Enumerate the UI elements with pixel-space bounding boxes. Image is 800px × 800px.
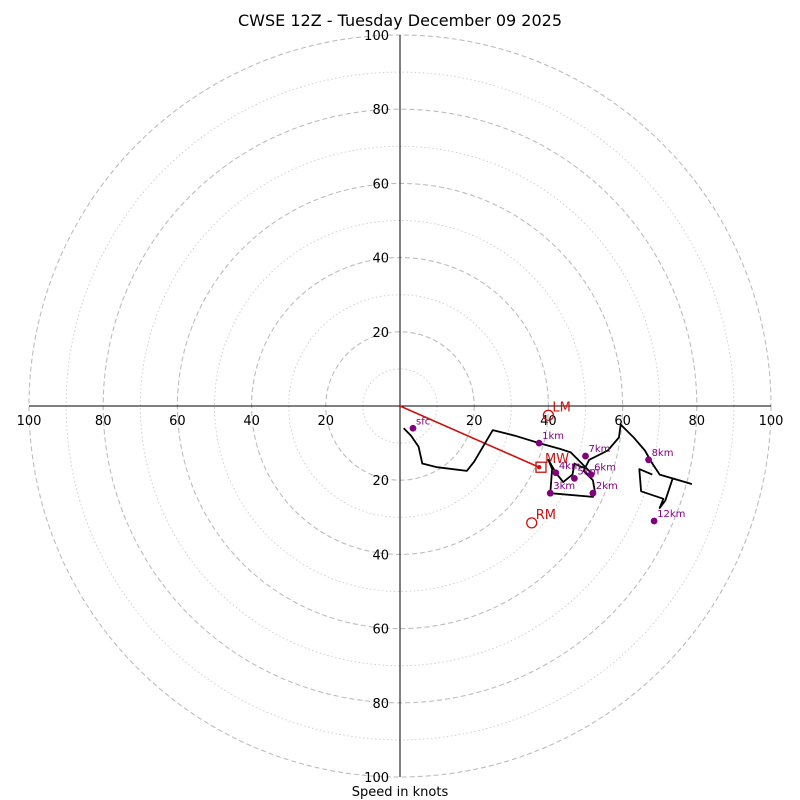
storm-motion-marker	[542, 409, 555, 421]
height-marker-6km: 6km	[587, 463, 616, 479]
tick-label-up: 60	[372, 177, 389, 192]
x-axis-label: Speed in knots	[352, 785, 449, 800]
height-marker-7km: 7km	[582, 444, 611, 460]
tick-label-up: 20	[372, 326, 389, 341]
storm-motion-mw: MW	[535, 452, 569, 473]
tick-labels: 20 20 20 20 40 40 40 40 60 60 60 60 80 80 80 80 100 100 10…	[17, 29, 784, 786]
height-marker-dot	[570, 474, 578, 482]
height-marker-label: 4km	[559, 461, 581, 472]
tick-label-left: 80	[95, 414, 112, 429]
tick-label-up: 80	[372, 103, 389, 118]
tick-label-left: 40	[243, 414, 260, 429]
tick-label-right: 80	[689, 414, 706, 429]
storm-motion-label: LM	[552, 400, 570, 415]
height-marker-1km: 1km	[535, 431, 564, 447]
height-marker-dot	[552, 469, 560, 477]
hodograph-series	[399, 405, 693, 509]
height-marker-dot	[546, 489, 554, 497]
hodograph-trace	[403, 423, 693, 509]
tick-label-left: 60	[169, 414, 186, 429]
height-marker-label: 12km	[657, 509, 685, 520]
chart-title: CWSE 12Z - Tuesday December 09 2025	[238, 11, 562, 30]
height-marker-label: 3km	[553, 481, 575, 492]
tick-label-left: 100	[17, 414, 42, 429]
height-marker-label: 1km	[542, 431, 564, 442]
tick-label-left: 20	[318, 414, 335, 429]
height-marker-2km: 2km	[589, 481, 618, 497]
storm-motion-label: RM	[536, 508, 556, 523]
height-marker-label: 8km	[652, 448, 674, 459]
tick-label-down: 80	[372, 697, 389, 712]
tick-label-down: 20	[372, 474, 389, 489]
storm-motion-marker	[535, 461, 547, 473]
tick-label-up: 40	[372, 252, 389, 267]
height-marker-8km: 8km	[645, 448, 674, 464]
height-marker-dot	[587, 471, 595, 479]
storm-motion-markers: LM MW RM	[526, 400, 571, 529]
height-marker-dot	[650, 517, 658, 525]
tick-label-right: 40	[540, 414, 557, 429]
tick-label-right: 20	[466, 414, 483, 429]
tick-label-right: 100	[759, 414, 784, 429]
height-marker-dot	[535, 439, 543, 447]
tick-label-up: 100	[364, 29, 389, 44]
height-marker-dot	[645, 456, 652, 464]
tick-label-down: 40	[372, 548, 389, 563]
shear-vector-tip	[536, 465, 542, 470]
storm-motion-label: MW	[545, 452, 569, 467]
height-marker-dot	[589, 489, 597, 497]
height-marker-label: sfc	[416, 416, 430, 427]
height-marker-label: 5km	[577, 466, 599, 477]
height-marker-4km: 4km	[552, 461, 581, 477]
height-marker-label: 2km	[596, 481, 618, 492]
height-marker-label: 6km	[594, 463, 616, 474]
tick-label-right: 60	[614, 414, 631, 429]
height-marker-dot	[409, 424, 417, 432]
storm-motion-rm: RM	[526, 508, 556, 529]
shear-vector-line	[399, 405, 540, 468]
height-marker-5km: 5km	[570, 466, 599, 482]
height-marker-dot	[582, 452, 589, 460]
storm-motion-marker	[526, 517, 538, 529]
height-marker-label: 7km	[589, 444, 611, 455]
tick-label-down: 60	[372, 623, 389, 638]
height-marker-12km: 12km	[650, 509, 685, 525]
height-marker-3km: 3km	[546, 481, 575, 497]
tick-label-down: 100	[364, 771, 389, 786]
storm-motion-lm: LM	[542, 400, 571, 421]
height-marker-sfc: sfc	[409, 416, 430, 432]
